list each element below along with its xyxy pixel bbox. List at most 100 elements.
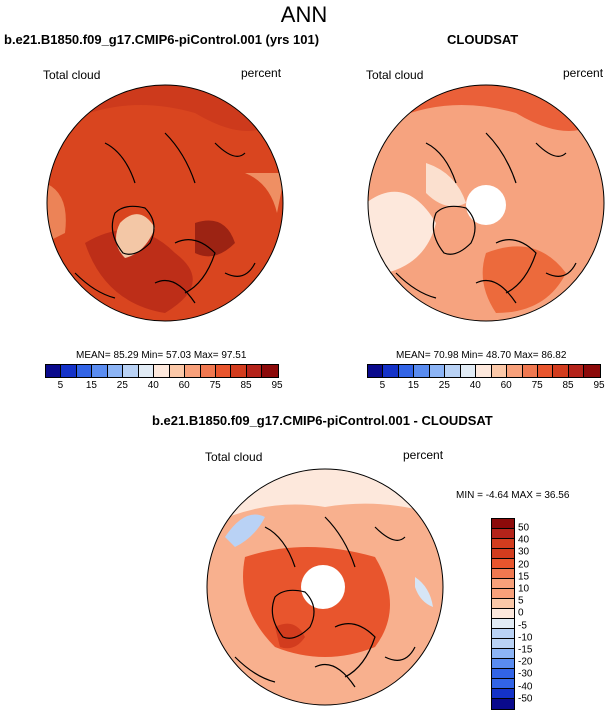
colorbar-swatch bbox=[61, 365, 77, 377]
colorbar-swatch bbox=[92, 365, 108, 377]
colorbar-tick-label: 60 bbox=[500, 380, 512, 391]
panel3-units-label: percent bbox=[403, 448, 444, 462]
colorbar-swatch bbox=[414, 365, 430, 377]
colorbar-tick-label: 95 bbox=[593, 380, 605, 391]
colorbar-tick-label: 95 bbox=[271, 380, 283, 391]
colorbar-swatch bbox=[492, 679, 514, 689]
colorbar-tick-label: 20 bbox=[518, 559, 530, 571]
colorbar-tick-label: 40 bbox=[518, 534, 530, 546]
colorbar-swatch bbox=[492, 529, 514, 539]
colorbar-tick-label: 25 bbox=[116, 380, 128, 391]
colorbar-swatch bbox=[492, 609, 514, 619]
colorbar-swatch bbox=[460, 365, 477, 377]
colorbar-tick-label: -40 bbox=[518, 681, 533, 693]
colorbar-swatch bbox=[169, 365, 186, 377]
colorbar-swatch bbox=[584, 365, 600, 377]
panel1-colorbar-ticks: 5 15 25 40 60 75 85 95 bbox=[45, 380, 283, 394]
panel2-polar-map bbox=[367, 84, 605, 322]
colorbar-tick-label: -50 bbox=[518, 693, 533, 705]
colorbar-swatch bbox=[492, 519, 514, 529]
panel1-stats: MEAN= 85.29 Min= 57.03 Max= 97.51 bbox=[76, 350, 247, 361]
colorbar-tick-label: 5 bbox=[518, 595, 524, 607]
colorbar-swatch bbox=[492, 669, 514, 679]
colorbar-swatch bbox=[492, 549, 514, 559]
colorbar-tick-label: -15 bbox=[518, 644, 533, 656]
colorbar-swatch bbox=[507, 365, 523, 377]
panel2-title: CLOUDSAT bbox=[447, 32, 519, 47]
colorbar-swatch bbox=[46, 365, 62, 377]
colorbar-tick-label: -20 bbox=[518, 656, 533, 668]
colorbar-tick-label: 5 bbox=[57, 380, 64, 391]
colorbar-tick-label: 75 bbox=[209, 380, 221, 391]
colorbar-swatch bbox=[215, 365, 232, 377]
colorbar-swatch bbox=[492, 569, 514, 579]
colorbar-tick-label: 15 bbox=[518, 571, 530, 583]
colorbar-swatch bbox=[492, 699, 514, 709]
colorbar-swatch bbox=[398, 365, 415, 377]
colorbar-tick-label: 15 bbox=[407, 380, 419, 391]
colorbar-swatch bbox=[200, 365, 216, 377]
colorbar-swatch bbox=[492, 539, 514, 549]
colorbar-swatch bbox=[76, 365, 93, 377]
colorbar-swatch bbox=[107, 365, 124, 377]
colorbar-swatch bbox=[537, 365, 554, 377]
colorbar-swatch bbox=[185, 365, 201, 377]
colorbar-swatch bbox=[491, 365, 508, 377]
panel3-stats: MIN = -4.64 MAX = 36.56 bbox=[456, 490, 570, 501]
colorbar-swatch bbox=[553, 365, 569, 377]
colorbar-tick-label: 60 bbox=[178, 380, 190, 391]
colorbar-tick-label: 15 bbox=[85, 380, 97, 391]
colorbar-tick-label: 85 bbox=[240, 380, 252, 391]
colorbar-tick-label: 0 bbox=[518, 607, 524, 619]
panel1-variable-label: Total cloud bbox=[43, 68, 101, 82]
colorbar-swatch bbox=[138, 365, 155, 377]
colorbar-swatch bbox=[231, 365, 247, 377]
figure-title: ANN bbox=[280, 2, 328, 27]
colorbar-tick-label: 40 bbox=[469, 380, 481, 391]
colorbar-swatch bbox=[492, 629, 514, 639]
colorbar-tick-label: 75 bbox=[531, 380, 543, 391]
colorbar-swatch bbox=[492, 559, 514, 569]
colorbar-swatch bbox=[476, 365, 492, 377]
colorbar-swatch bbox=[492, 649, 514, 659]
panel1-colorbar bbox=[45, 364, 279, 378]
colorbar-tick-label: 85 bbox=[562, 380, 574, 391]
colorbar-swatch bbox=[262, 365, 278, 377]
colorbar-swatch bbox=[383, 365, 399, 377]
panel3-variable-label: Total cloud bbox=[205, 450, 263, 464]
panel1-polar-map bbox=[46, 84, 284, 322]
colorbar-tick-label: 30 bbox=[518, 546, 530, 558]
colorbar-swatch bbox=[522, 365, 538, 377]
colorbar-swatch bbox=[492, 589, 514, 599]
colorbar-tick-label: 40 bbox=[147, 380, 159, 391]
colorbar-swatch bbox=[492, 599, 514, 609]
colorbar-swatch bbox=[123, 365, 139, 377]
colorbar-swatch bbox=[492, 579, 514, 589]
panel2-colorbar bbox=[367, 364, 601, 378]
panel2-colorbar-ticks: 5 15 25 40 60 75 85 95 bbox=[367, 380, 605, 394]
colorbar-swatch bbox=[492, 619, 514, 629]
panel1-title: b.e21.B1850.f09_g17.CMIP6-piControl.001 … bbox=[4, 32, 320, 47]
panel2-units-label: percent bbox=[563, 66, 604, 80]
panel2-stats: MEAN= 70.98 Min= 48.70 Max= 86.82 bbox=[396, 350, 567, 361]
colorbar-tick-label: -5 bbox=[518, 620, 527, 632]
colorbar-swatch bbox=[368, 365, 384, 377]
colorbar-swatch bbox=[429, 365, 446, 377]
colorbar-tick-label: 5 bbox=[379, 380, 386, 391]
panel3-colorbar-ticks: 50 40 30 20 15 10 5 0 -5 -10 -15 -20 -30 -40 -50 bbox=[518, 518, 548, 708]
colorbar-swatch bbox=[246, 365, 263, 377]
panel2-variable-label: Total cloud bbox=[366, 68, 424, 82]
colorbar-swatch bbox=[492, 689, 514, 699]
panel3-title: b.e21.B1850.f09_g17.CMIP6-piControl.001 … bbox=[152, 413, 493, 428]
colorbar-tick-label: 25 bbox=[438, 380, 450, 391]
colorbar-tick-label: -10 bbox=[518, 632, 533, 644]
colorbar-swatch bbox=[492, 639, 514, 649]
panel3-colorbar bbox=[491, 518, 515, 710]
colorbar-swatch bbox=[154, 365, 170, 377]
colorbar-swatch bbox=[492, 659, 514, 669]
colorbar-tick-label: 50 bbox=[518, 522, 530, 534]
colorbar-swatch bbox=[568, 365, 585, 377]
colorbar-swatch bbox=[445, 365, 461, 377]
colorbar-tick-label: -30 bbox=[518, 668, 533, 680]
panel3-polar-map bbox=[206, 468, 444, 706]
